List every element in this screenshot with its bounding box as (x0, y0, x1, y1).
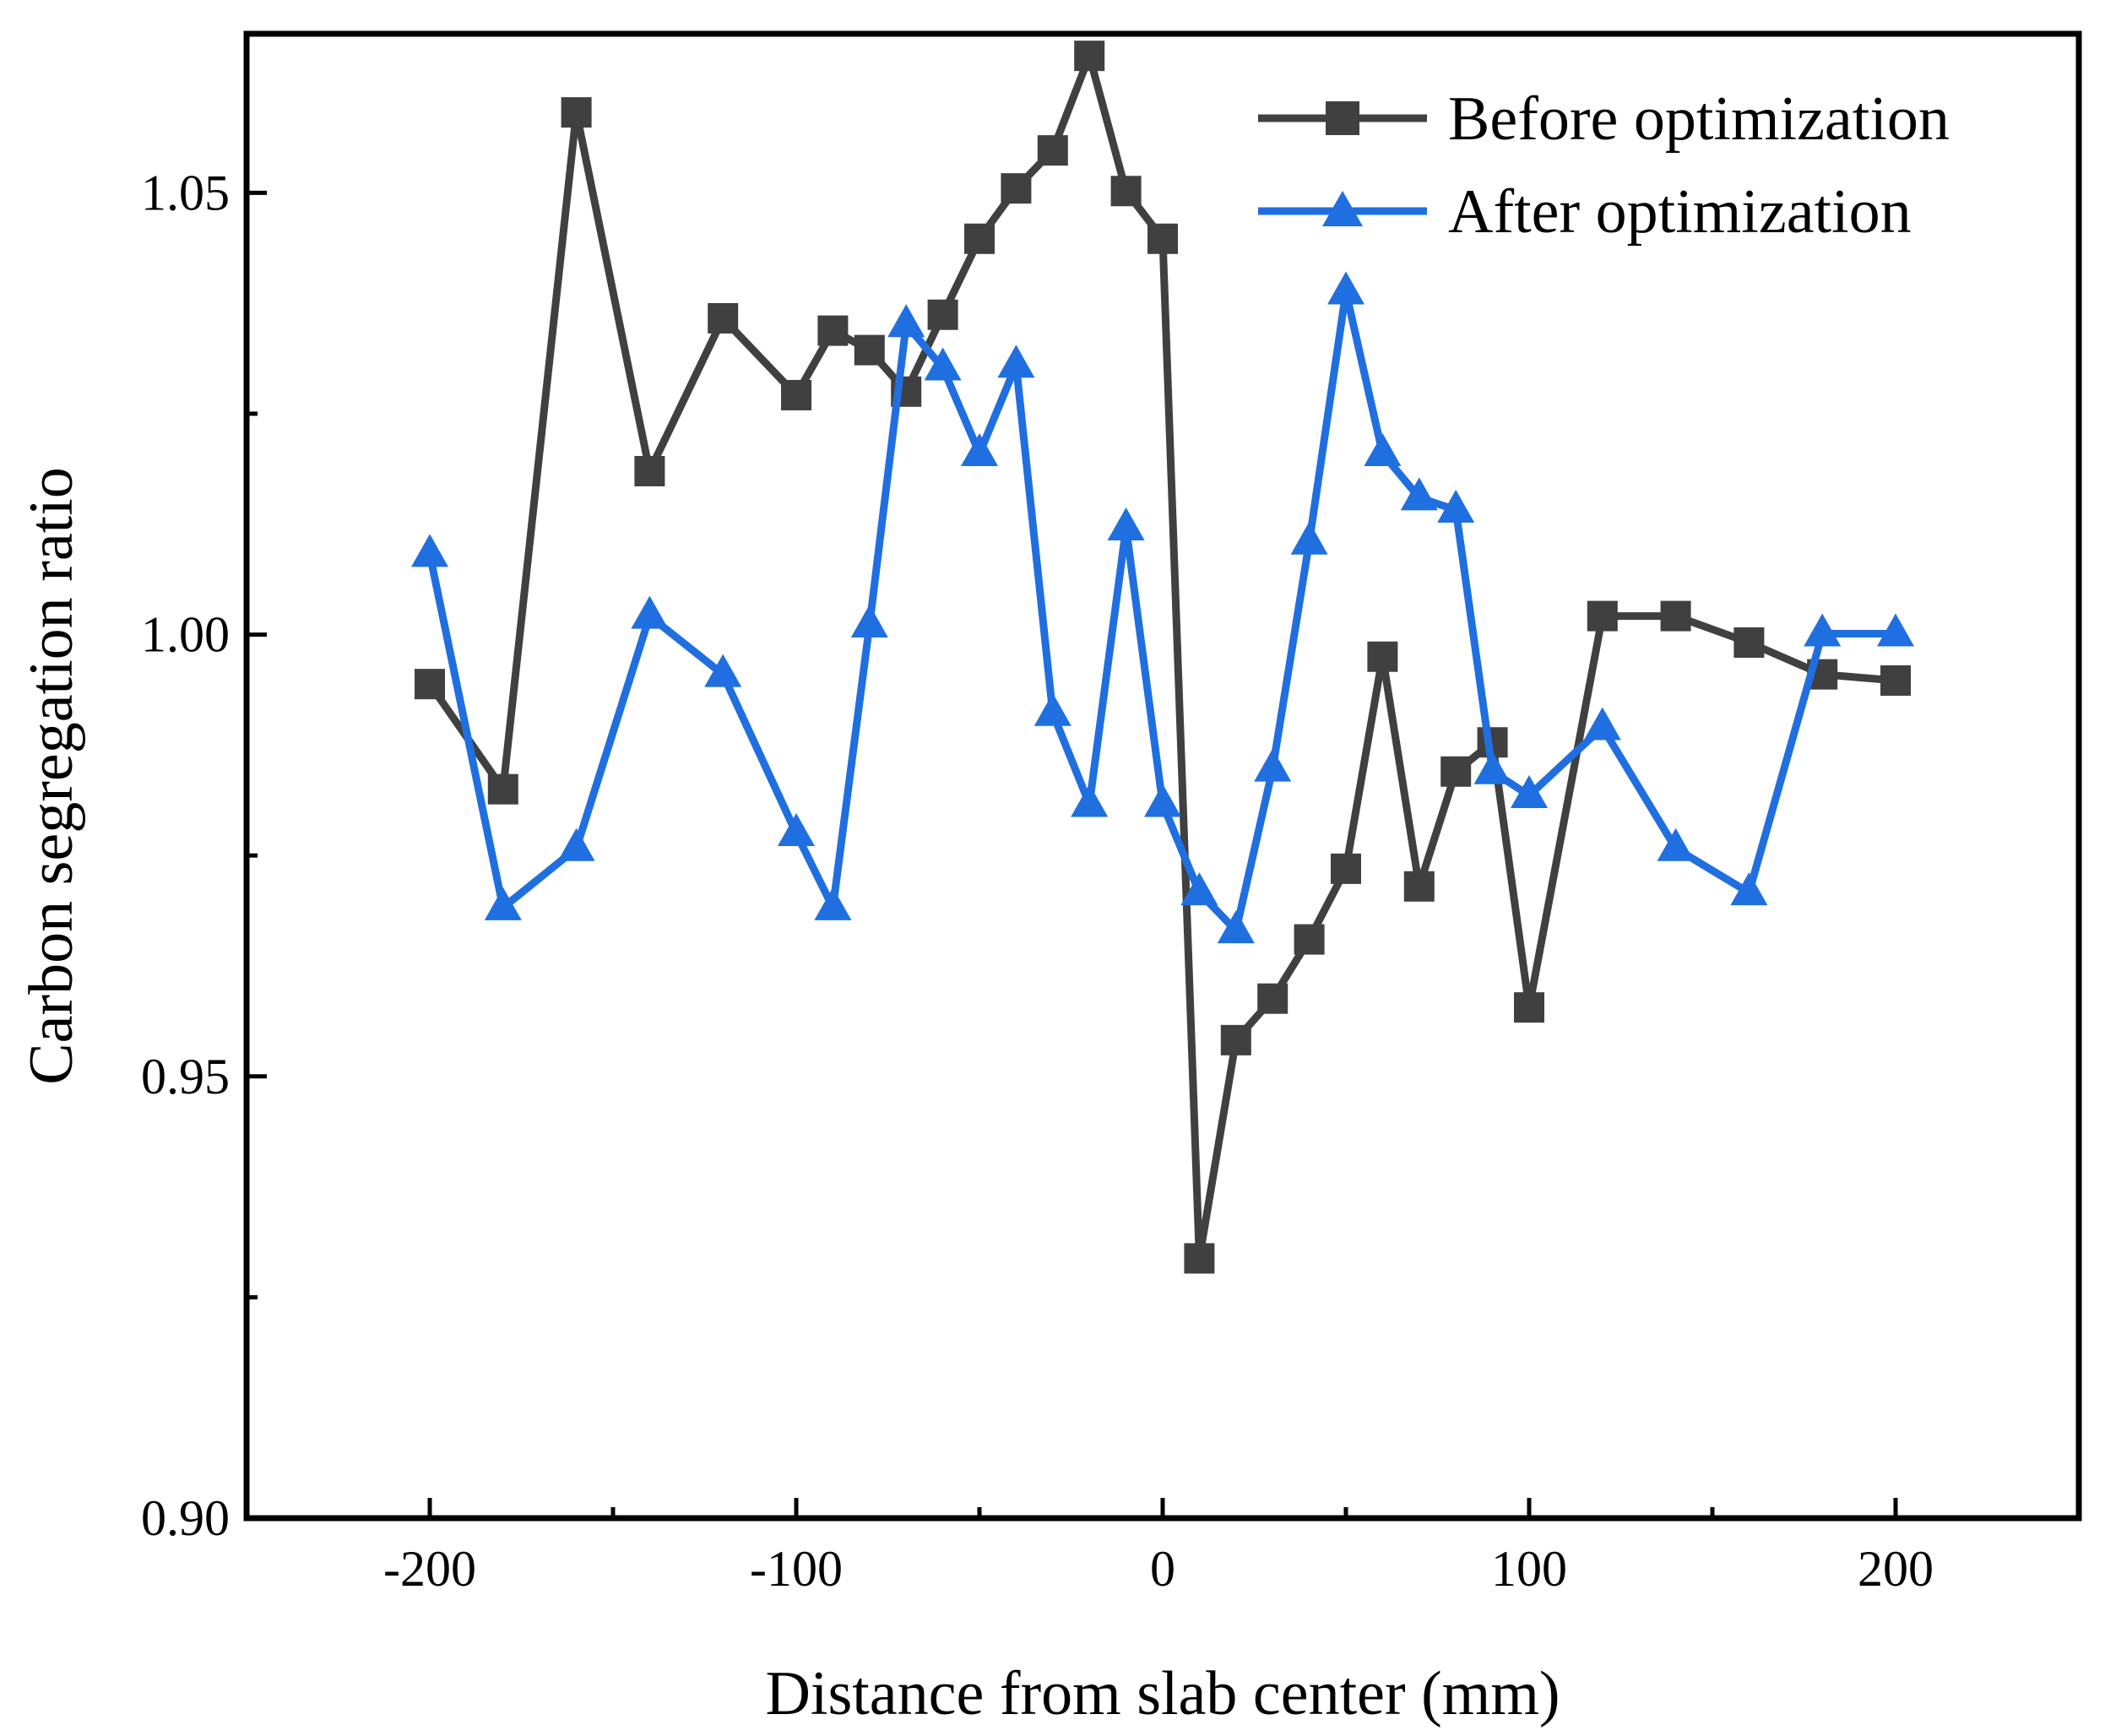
data-point (1364, 433, 1402, 467)
data-point (631, 595, 669, 629)
axis-layer: -200 -100 0 100 200 0.90 0.95 1.00 1.05 (141, 165, 1934, 1597)
data-point (411, 534, 448, 567)
data-point (1583, 707, 1621, 741)
data-point (961, 433, 998, 467)
data-point (561, 97, 592, 128)
x-tick-label: -200 (383, 1541, 476, 1597)
data-point (1327, 271, 1364, 305)
data-point (487, 773, 518, 805)
data-point (557, 827, 595, 861)
data-point (1110, 176, 1142, 207)
data-point (964, 223, 995, 254)
data-point (1657, 827, 1695, 861)
data-point (484, 887, 522, 920)
data-point (1877, 613, 1914, 647)
x-tick-label: 100 (1491, 1541, 1567, 1597)
data-point (997, 344, 1035, 378)
x-tick-label: -100 (750, 1541, 843, 1597)
y-tick-label: 0.90 (141, 1490, 230, 1546)
data-point (634, 455, 665, 486)
data-point (854, 334, 885, 366)
legend: Before optimization After optimization (1258, 84, 1950, 247)
data-point (1107, 507, 1145, 540)
data-point (1144, 784, 1181, 817)
series-after (411, 271, 1914, 944)
data-point (708, 302, 739, 334)
data-point (850, 605, 888, 638)
data-point (1400, 477, 1438, 511)
data-point (1804, 613, 1842, 647)
data-point (1001, 173, 1032, 204)
data-point (1440, 756, 1472, 787)
data-point (1511, 775, 1548, 809)
data-point (814, 887, 852, 920)
data-point (1071, 784, 1109, 817)
data-point (1217, 910, 1255, 944)
data-point (704, 654, 742, 687)
data-point (1074, 41, 1105, 72)
data-point (1294, 924, 1325, 955)
y-tick-label: 1.00 (141, 607, 230, 663)
legend-marker-after (1322, 191, 1363, 226)
y-tick-label: 0.95 (141, 1049, 230, 1104)
data-point (1254, 748, 1292, 782)
x-tick-label: 200 (1858, 1541, 1934, 1597)
data-point (1880, 665, 1911, 696)
data-point (1660, 600, 1691, 632)
data-point (887, 304, 925, 338)
data-point (1037, 135, 1068, 166)
data-point (1473, 751, 1511, 784)
data-point (1257, 983, 1288, 1014)
data-point (1730, 872, 1768, 906)
y-tick-label: 1.05 (141, 165, 230, 220)
data-point (778, 813, 815, 847)
data-point (415, 669, 445, 700)
data-point (1220, 1024, 1251, 1055)
data-point (1733, 627, 1765, 658)
data-point (1290, 521, 1328, 555)
x-tick-label: 0 (1150, 1541, 1175, 1597)
data-point (1587, 600, 1618, 632)
legend-marker-before (1326, 101, 1359, 135)
data-point (924, 347, 962, 381)
data-point (1331, 853, 1361, 884)
y-axis-title: Carbon segregation ratio (17, 467, 86, 1085)
data-point (1180, 872, 1218, 906)
data-point (1514, 992, 1544, 1023)
x-axis-title: Distance from slab center (mm) (765, 1659, 1560, 1728)
data-point (1147, 223, 1178, 254)
series-before (415, 41, 1911, 1274)
data-point (1437, 490, 1475, 524)
data-point (927, 299, 958, 330)
legend-label-after: After optimization (1448, 177, 1912, 247)
data-point (781, 379, 811, 410)
data-point (1034, 692, 1071, 726)
data-point (1367, 641, 1398, 672)
data-point (1403, 871, 1435, 902)
legend-label-before: Before optimization (1448, 84, 1950, 154)
series-layer (411, 41, 1914, 1274)
data-point (1184, 1243, 1215, 1274)
data-point (817, 315, 849, 346)
